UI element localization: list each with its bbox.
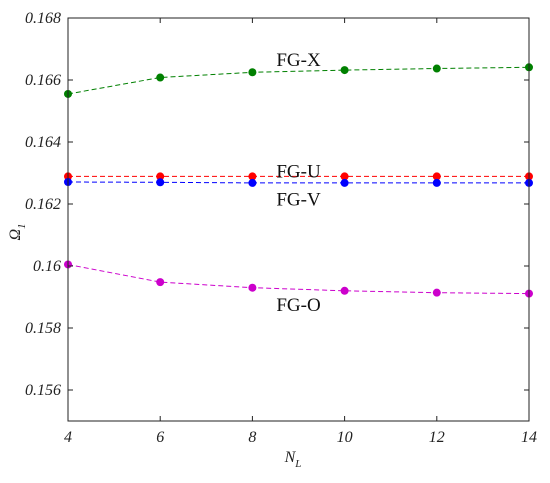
data-point-fg-u — [340, 172, 349, 181]
data-point-fg-v — [156, 178, 165, 187]
data-point-fg-v — [248, 178, 257, 187]
y-tick-label: 0.164 — [25, 134, 61, 151]
data-point-fg-v — [340, 178, 349, 187]
series-line-fg-x — [67, 66, 530, 95]
data-point-fg-x — [340, 66, 349, 75]
x-tick-label: 12 — [429, 429, 445, 446]
data-point-fg-u — [248, 172, 257, 181]
y-tick-label: 0.166 — [25, 72, 61, 89]
y-axis-ticks: 0.156 0.158 0.16 0.162 0.164 0.166 0.168 — [25, 10, 529, 399]
series-label-fg-x: FG-X — [276, 50, 321, 71]
data-point-fg-o — [432, 288, 441, 297]
y-axis-label: Ω1 — [7, 223, 28, 240]
data-point-fg-o — [156, 278, 165, 287]
data-point-fg-u — [156, 172, 165, 181]
x-tick-label: 14 — [521, 429, 537, 446]
data-point-fg-o — [340, 286, 349, 295]
y-tick-label: 0.158 — [25, 320, 61, 337]
series-line-fg-o — [67, 264, 530, 295]
x-tick-label: 10 — [337, 429, 353, 446]
data-point-fg-x — [248, 68, 257, 77]
y-tick-label: 0.156 — [25, 382, 61, 399]
y-tick-label: 0.168 — [25, 10, 61, 27]
y-tick-label: 0.16 — [33, 258, 61, 275]
x-axis-label: NL — [284, 449, 302, 470]
series-label-fg-u: FG-U — [276, 161, 321, 182]
x-axis-ticks: 4 6 8 10 12 14 — [64, 18, 537, 446]
data-point-fg-u — [432, 172, 441, 181]
series-label-fg-o: FG-O — [276, 295, 320, 316]
series-line-fg-v — [67, 181, 529, 184]
data-point-fg-x — [432, 64, 441, 73]
data-point-fg-v — [432, 178, 441, 187]
x-tick-label: 4 — [64, 429, 72, 446]
plot-marks — [64, 63, 533, 298]
plot-frame — [67, 17, 530, 422]
data-point-fg-x — [156, 73, 165, 82]
series-label-fg-v: FG-V — [276, 189, 321, 210]
x-tick-label: 6 — [156, 429, 164, 446]
y-tick-label: 0.162 — [25, 196, 61, 213]
series-labels: FG-X FG-U FG-V FG-O — [276, 50, 321, 316]
data-point-fg-o — [248, 283, 257, 292]
x-tick-label: 8 — [248, 429, 256, 446]
